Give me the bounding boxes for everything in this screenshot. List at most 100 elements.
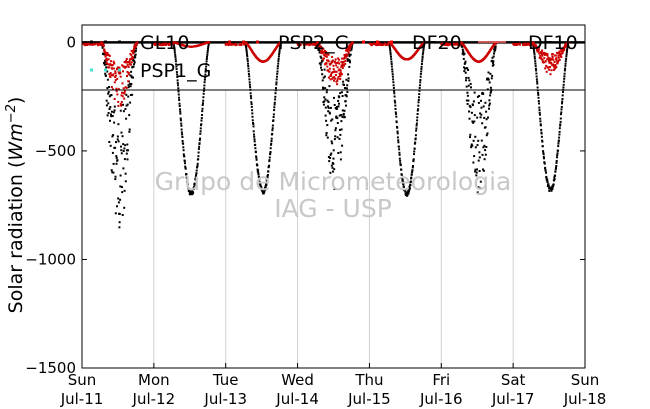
data-point [130,83,133,85]
data-point [271,124,274,127]
data-point [266,176,269,179]
data-point [478,170,481,172]
data-point [327,69,329,72]
data-point [515,44,518,46]
data-point [120,149,123,152]
data-point [113,81,116,84]
data-point [532,47,535,50]
data-point [336,66,339,69]
data-point [336,136,339,139]
data-point [338,96,341,99]
data-point [418,93,421,96]
data-point [248,83,251,86]
data-point [123,189,126,192]
data-point [408,185,411,188]
data-point [175,71,178,74]
data-point [199,127,202,130]
data-point [333,138,336,141]
data-point [557,59,560,62]
data-point [103,49,106,52]
data-point [106,78,109,81]
data-point [544,60,547,62]
data-point [560,106,563,108]
data-point [86,43,89,46]
data-point [90,43,93,46]
data-point [334,61,337,64]
data-point [557,145,560,148]
data-point [268,156,271,159]
data-point [549,73,552,76]
data-point [558,58,561,61]
data-point [245,47,248,50]
data-point [321,59,324,62]
data-point [389,49,392,52]
data-point [333,104,336,106]
data-point [558,133,561,136]
data-point [552,58,555,61]
data-point [408,187,411,190]
data-point [332,170,334,173]
data-point [393,99,396,102]
data-point [413,153,415,156]
data-point [174,60,177,63]
data-point [197,155,200,158]
x-tick-label-date: Jul-13 [203,390,247,408]
data-point [252,125,255,128]
data-point [324,53,327,55]
data-point [258,182,261,185]
data-point [176,82,179,85]
data-point [258,176,260,179]
data-point [563,72,566,75]
data-point [349,61,351,64]
y-axis: 0 −500 −1000 −1500 [25,33,585,377]
data-point [322,58,325,61]
data-point [196,164,199,167]
data-point [184,167,187,170]
data-point [335,115,338,118]
data-point [176,73,179,76]
data-point [378,42,381,45]
data-point [105,74,107,77]
data-point [307,43,310,46]
data-point [336,107,339,110]
data-point [178,102,181,105]
data-point [177,87,180,90]
data-point [327,105,329,108]
data-point [173,49,176,52]
data-point [381,43,383,46]
data-point [492,61,494,64]
x-tick-label-day: Sun [68,371,97,389]
data-point [555,166,557,169]
data-point [121,91,123,94]
data-point [339,75,342,78]
data-point [540,50,543,53]
data-point [332,157,335,160]
data-point [334,129,337,132]
data-point [476,116,479,119]
data-point [276,65,279,68]
data-point [320,68,323,71]
data-point [106,70,109,73]
data-point [487,78,490,81]
data-point [184,165,187,168]
data-point [129,94,132,96]
data-point [134,44,137,47]
data-point [539,117,542,120]
data-point [561,47,563,50]
data-point [554,67,557,70]
data-point [109,106,112,109]
data-point [274,95,277,98]
data-point [550,189,553,192]
data-point [444,43,447,46]
data-point [536,49,539,52]
data-point [559,117,562,120]
data-point [128,128,131,131]
data-point [254,147,257,150]
data-point [341,67,344,69]
data-point [277,62,280,65]
data-point [329,171,332,174]
legend-entry: PSP2_G [228,32,349,54]
data-point [534,60,537,63]
data-point [250,103,253,106]
data-point [533,49,535,52]
